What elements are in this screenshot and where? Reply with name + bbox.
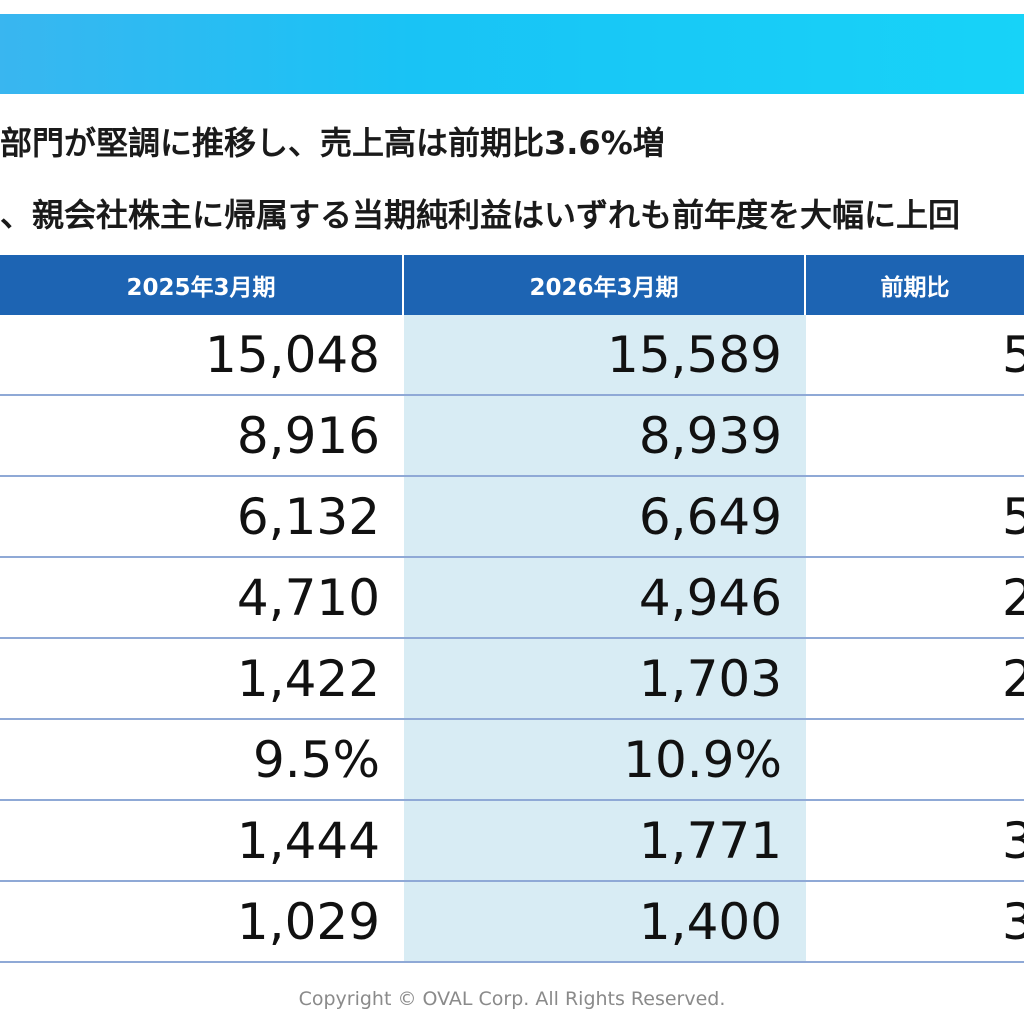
cell-fy2025: 1,029 bbox=[236, 892, 380, 951]
copyright-footer: Copyright © OVAL Corp. All Rights Reserv… bbox=[298, 988, 726, 1010]
cell-fy2025: 15,048 bbox=[205, 325, 380, 384]
cell-yoy bbox=[806, 720, 1024, 799]
table-row: 9.5% 10.9% bbox=[0, 720, 1024, 801]
header-fy2025: 2025年3月期 bbox=[0, 255, 404, 315]
table-row: 1,444 1,771 3 bbox=[0, 801, 1024, 882]
table-row: 15,048 15,589 5 bbox=[0, 315, 1024, 396]
cell-yoy: 3 bbox=[1002, 811, 1024, 870]
title-banner bbox=[0, 14, 1024, 94]
table-header: 2025年3月期 2026年3月期 前期比 bbox=[0, 255, 1024, 315]
table-body: 15,048 15,589 5 8,916 8,939 6,132 6,649 5 4,710 4… bbox=[0, 315, 1024, 963]
cell-fy2026: 4,946 bbox=[404, 558, 806, 637]
cell-fy2025: 1,444 bbox=[236, 811, 380, 870]
cell-yoy: 5 bbox=[1002, 325, 1024, 384]
cell-fy2026: 1,400 bbox=[404, 882, 806, 961]
financial-results-table: 2025年3月期 2026年3月期 前期比 15,048 15,589 5 8,916… bbox=[0, 255, 1024, 963]
cell-fy2026: 1,703 bbox=[404, 639, 806, 718]
cell-yoy: 5 bbox=[1002, 487, 1024, 546]
table-row: 4,710 4,946 2 bbox=[0, 558, 1024, 639]
cell-yoy bbox=[806, 396, 1024, 475]
cell-fy2025: 8,916 bbox=[236, 406, 380, 465]
cell-fy2026: 1,771 bbox=[404, 801, 806, 880]
cell-fy2026: 8,939 bbox=[404, 396, 806, 475]
cell-fy2026: 15,589 bbox=[404, 315, 806, 394]
cell-yoy: 2 bbox=[1002, 568, 1024, 627]
cell-fy2025: 6,132 bbox=[236, 487, 380, 546]
table-row: 1,422 1,703 2 bbox=[0, 639, 1024, 720]
cell-fy2026: 6,649 bbox=[404, 477, 806, 556]
headline-1: 部門が堅調に推移し、売上高は前期比3.6%増 bbox=[0, 124, 665, 162]
cell-yoy: 3 bbox=[1002, 892, 1024, 951]
header-yoy: 前期比 bbox=[880, 275, 950, 301]
table-row: 6,132 6,649 5 bbox=[0, 477, 1024, 558]
cell-fy2025: 1,422 bbox=[236, 649, 380, 708]
table-row: 8,916 8,939 bbox=[0, 396, 1024, 477]
header-fy2026: 2026年3月期 bbox=[404, 255, 806, 315]
headline-2: 、親会社株主に帰属する当期純利益はいずれも前年度を大幅に上回 bbox=[0, 196, 961, 234]
cell-fy2025: 9.5% bbox=[252, 730, 380, 789]
cell-fy2026: 10.9% bbox=[404, 720, 806, 799]
cell-fy2025: 4,710 bbox=[236, 568, 380, 627]
table-row: 1,029 1,400 3 bbox=[0, 882, 1024, 963]
cell-yoy: 2 bbox=[1002, 649, 1024, 708]
